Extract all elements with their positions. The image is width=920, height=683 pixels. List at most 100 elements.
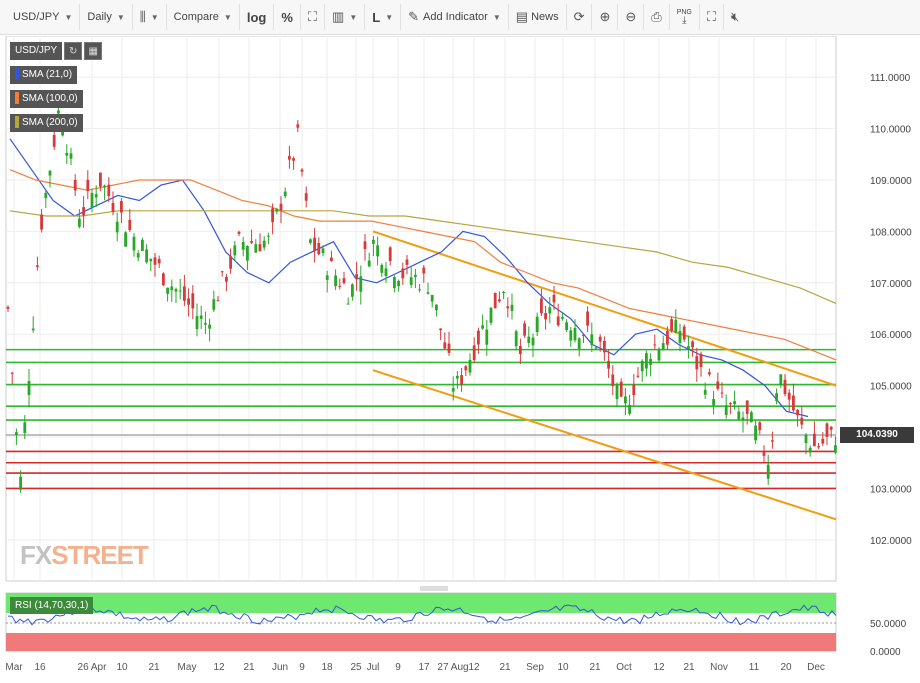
candle-body	[443, 342, 447, 349]
legend-sma100[interactable]: SMA (100,0)	[10, 90, 83, 108]
candle-body	[330, 257, 333, 262]
chart-type-selector[interactable]: ⫼ ▼	[133, 4, 167, 30]
candle-body	[355, 274, 358, 280]
candle-body	[804, 434, 808, 443]
rsi-line	[7, 604, 837, 626]
sma100-line	[9, 169, 837, 361]
compare-selector[interactable]: Compare ▼	[167, 4, 240, 30]
x-tick-label: 12	[653, 662, 665, 673]
y-tick-label: 108.0000	[870, 227, 912, 238]
candle-body	[523, 323, 526, 336]
candle-body	[338, 285, 342, 287]
percent-button[interactable]: %	[274, 4, 301, 30]
download-png-button[interactable]: PNG ⤓	[670, 4, 700, 30]
chevron-down-icon: ▼	[223, 12, 232, 22]
candle-body	[309, 239, 312, 243]
candle-body	[640, 360, 644, 372]
candle-body	[120, 201, 123, 213]
y-tick-label: 109.0000	[870, 176, 912, 187]
rsi-tick-label: 0.0000	[870, 647, 901, 658]
x-tick-label: Jun	[272, 662, 288, 673]
candle-body	[6, 306, 10, 309]
sma21-line	[9, 138, 809, 418]
candle-body	[153, 257, 157, 265]
bar-chart-selector[interactable]: ▥ ▼	[325, 4, 366, 30]
rsi-overbought-zone	[6, 593, 836, 613]
rsi-legend[interactable]: RSI (14,70,30,1)	[10, 597, 94, 614]
x-tick-label: Oct	[616, 662, 632, 673]
refresh-icon[interactable]: ↻	[64, 42, 83, 60]
candle-body	[90, 192, 94, 208]
candle-body	[661, 343, 665, 351]
add-indicator-label: Add Indicator	[423, 11, 488, 23]
legend-sma200[interactable]: SMA (200,0)	[10, 114, 83, 132]
print-button[interactable]: ⎙	[644, 4, 670, 30]
candle-body	[477, 330, 480, 345]
x-tick-label: 21	[499, 662, 511, 673]
candle-body	[472, 345, 476, 361]
log-button[interactable]: log	[240, 4, 275, 30]
candle-body	[565, 322, 568, 331]
candle-body	[162, 273, 165, 286]
panel-splitter	[420, 586, 448, 591]
candle-body	[687, 346, 690, 349]
zoom-out-button[interactable]: ⊖	[618, 4, 645, 30]
zoom-in-icon: ⊕	[599, 9, 611, 24]
interval-selector[interactable]: Daily ▼	[80, 4, 133, 30]
fullscreen-button[interactable]: ⛶	[700, 4, 724, 30]
candle-body	[561, 316, 564, 319]
refresh-button[interactable]: ⟳	[567, 4, 593, 30]
candle-body	[334, 275, 337, 287]
news-label: News	[531, 11, 559, 23]
candle-body	[40, 214, 43, 230]
candle-body	[716, 381, 720, 389]
candle-body	[241, 242, 245, 250]
candle-body	[107, 184, 111, 197]
candle-body	[86, 179, 90, 191]
candle-body	[737, 411, 741, 420]
legend-sma21[interactable]: SMA (21,0)	[10, 66, 78, 84]
add-indicator-button[interactable]: ✎ Add Indicator ▼	[401, 4, 509, 30]
candle-body	[519, 346, 522, 355]
candle-body	[598, 336, 602, 342]
candle-body	[380, 264, 384, 273]
candle-body	[552, 294, 556, 303]
candle-body	[712, 399, 715, 406]
candle-body	[57, 110, 60, 114]
line-style-selector[interactable]: L ▼	[365, 4, 402, 30]
candle-body	[586, 311, 589, 326]
settings-icon[interactable]: ▦	[84, 42, 103, 60]
candle-body	[460, 375, 463, 385]
mute-button[interactable]: 🔇︎	[724, 4, 746, 30]
candle-body	[292, 158, 295, 161]
candle-body	[779, 374, 783, 386]
news-button[interactable]: ▤ News	[509, 4, 567, 30]
log-label: log	[246, 9, 267, 25]
chart-toolbar: USD/JPY ▼ Daily ▼ ⫼ ▼ Compare ▼ log % ⛶ ▥ ▼ L…	[0, 0, 920, 35]
zoom-out-icon: ⊖	[625, 9, 637, 24]
candle-body	[502, 292, 505, 294]
candle-body	[758, 422, 762, 431]
legend-sma200-label: SMA (200,0)	[22, 117, 78, 128]
symbol-selector[interactable]: USD/JPY ▼	[6, 4, 81, 30]
chevron-down-icon: ▼	[349, 12, 358, 22]
x-tick-label: Jul	[367, 662, 380, 673]
candle-body	[216, 300, 220, 302]
candle-body	[817, 446, 820, 448]
candle-body	[27, 381, 31, 395]
candle-body	[540, 298, 543, 314]
candle-body	[351, 284, 354, 297]
candle-body	[401, 268, 405, 279]
candle-body	[397, 280, 400, 287]
candle-body	[376, 245, 379, 257]
symbol-label: USD/JPY	[13, 11, 60, 23]
candle-body	[359, 276, 363, 292]
area-chart-button[interactable]: ⛶	[301, 4, 326, 30]
zoom-in-button[interactable]: ⊕	[592, 4, 619, 30]
y-tick-label: 106.0000	[870, 330, 912, 341]
fullscreen-icon: ⛶	[706, 9, 716, 24]
candle-body	[191, 293, 195, 309]
price-chart[interactable]: Mar 16 26 Apr 10 21 May 12 21 Jun 9 18 25 Jul 9 17 27 A…	[0, 36, 920, 683]
legend-sma21-label: SMA (21,0)	[22, 69, 73, 80]
candle-body	[73, 179, 77, 191]
